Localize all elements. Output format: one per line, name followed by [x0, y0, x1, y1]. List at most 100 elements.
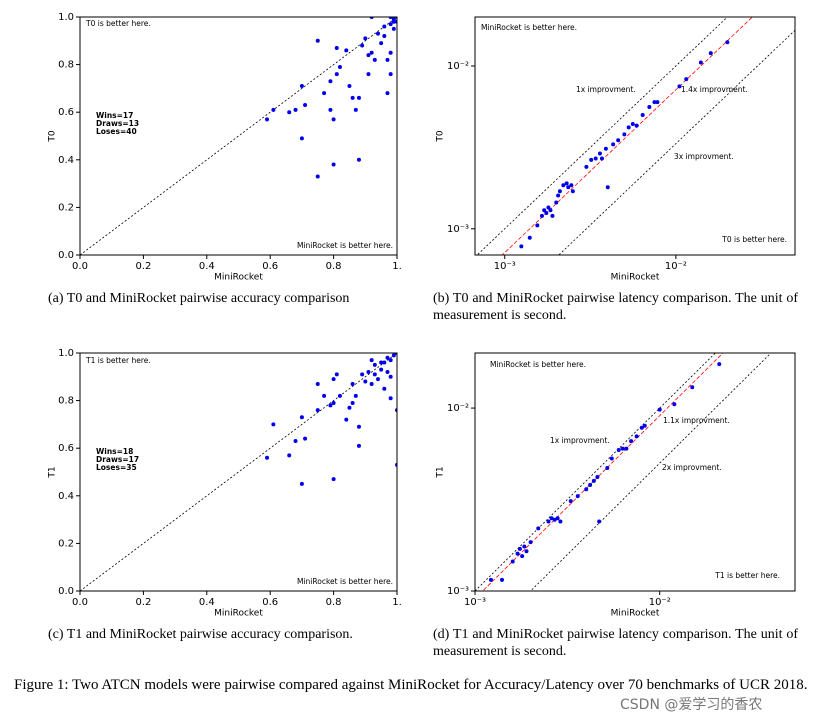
point	[366, 72, 371, 77]
reference-line	[475, 353, 716, 591]
point	[630, 122, 635, 127]
y-tick-label: 10⁻³	[447, 224, 469, 235]
x-tick-label: 0.6	[262, 261, 278, 272]
point	[322, 91, 327, 96]
annotation: Loses=35	[96, 463, 137, 472]
point	[584, 487, 589, 492]
annotation: MiniRocket is better here.	[297, 241, 393, 250]
point	[366, 370, 371, 375]
point	[337, 393, 342, 398]
y-tick-label: 10⁻²	[447, 403, 469, 414]
point	[382, 34, 387, 39]
point	[510, 559, 515, 564]
x-axis-label: MiniRocket	[214, 609, 263, 619]
point	[391, 353, 396, 358]
point	[299, 481, 304, 486]
point	[287, 453, 292, 458]
point	[331, 377, 336, 382]
point	[528, 540, 533, 545]
reference-line	[558, 30, 795, 255]
point	[391, 26, 396, 31]
point	[595, 474, 600, 479]
point	[605, 185, 610, 190]
annotation: T0 is better here.	[721, 235, 787, 244]
point	[388, 22, 393, 27]
point	[546, 519, 551, 524]
point	[589, 157, 594, 162]
x-tick-label: 0.8	[326, 597, 342, 608]
point	[363, 379, 368, 384]
point	[265, 117, 270, 122]
point	[372, 362, 377, 367]
point	[388, 358, 393, 363]
point	[725, 40, 730, 45]
reference-line	[530, 353, 772, 591]
point	[557, 189, 562, 194]
point	[616, 447, 621, 452]
y-axis-label: T0	[48, 130, 58, 142]
y-axis-label: T0	[436, 130, 446, 142]
point	[548, 208, 553, 213]
point	[620, 446, 625, 451]
point	[520, 554, 525, 559]
y-axis-label: T1	[48, 466, 58, 478]
point	[499, 577, 504, 582]
point	[622, 132, 627, 137]
annotation: 1x improvment.	[550, 436, 610, 445]
annotation: Loses=40	[96, 127, 137, 136]
y-tick-label: 1.0	[58, 348, 74, 359]
point	[344, 417, 349, 422]
point	[539, 213, 544, 218]
point	[315, 381, 320, 386]
axes-frame	[79, 16, 398, 256]
plot-area	[80, 353, 397, 591]
point	[611, 142, 616, 147]
annotation: Draws=13	[96, 119, 139, 128]
point	[550, 213, 555, 218]
point	[382, 360, 387, 365]
plot-area	[476, 17, 795, 255]
point	[353, 107, 358, 112]
annotation: Wins=18	[96, 447, 133, 456]
x-axis-label: MiniRocket	[611, 273, 660, 283]
point	[350, 95, 355, 100]
x-tick-label: 1.	[392, 261, 402, 272]
point	[647, 104, 652, 109]
point	[331, 162, 336, 167]
point	[369, 381, 374, 386]
point	[672, 402, 677, 407]
point	[328, 79, 333, 84]
y-tick-label: 0.0	[58, 586, 74, 597]
x-axis-label: MiniRocket	[611, 609, 660, 619]
point	[303, 103, 308, 108]
x-tick-label: 10⁻²	[649, 597, 671, 608]
point	[597, 151, 602, 156]
x-tick-label: 0.2	[135, 261, 151, 272]
point	[344, 48, 349, 53]
point	[331, 400, 336, 405]
point	[271, 107, 276, 112]
annotation: 1.4x improvment.	[681, 85, 748, 94]
point	[315, 174, 320, 179]
point	[527, 235, 532, 240]
point	[642, 423, 647, 428]
point	[552, 517, 557, 522]
point	[379, 367, 384, 372]
point	[603, 146, 608, 151]
point	[265, 455, 270, 460]
point	[350, 381, 355, 386]
point	[360, 372, 365, 377]
x-tick-label: 1.	[392, 597, 402, 608]
point	[337, 64, 342, 69]
y-tick-label: 1.0	[58, 12, 74, 23]
point	[717, 362, 722, 367]
point	[379, 41, 384, 46]
point	[388, 396, 393, 401]
point	[554, 200, 559, 205]
reference-line	[482, 353, 724, 591]
point	[488, 577, 493, 582]
x-tick-label: 0.6	[262, 597, 278, 608]
annotation: 2x improvment.	[662, 463, 722, 472]
point	[588, 482, 593, 487]
plot-area	[475, 353, 772, 591]
